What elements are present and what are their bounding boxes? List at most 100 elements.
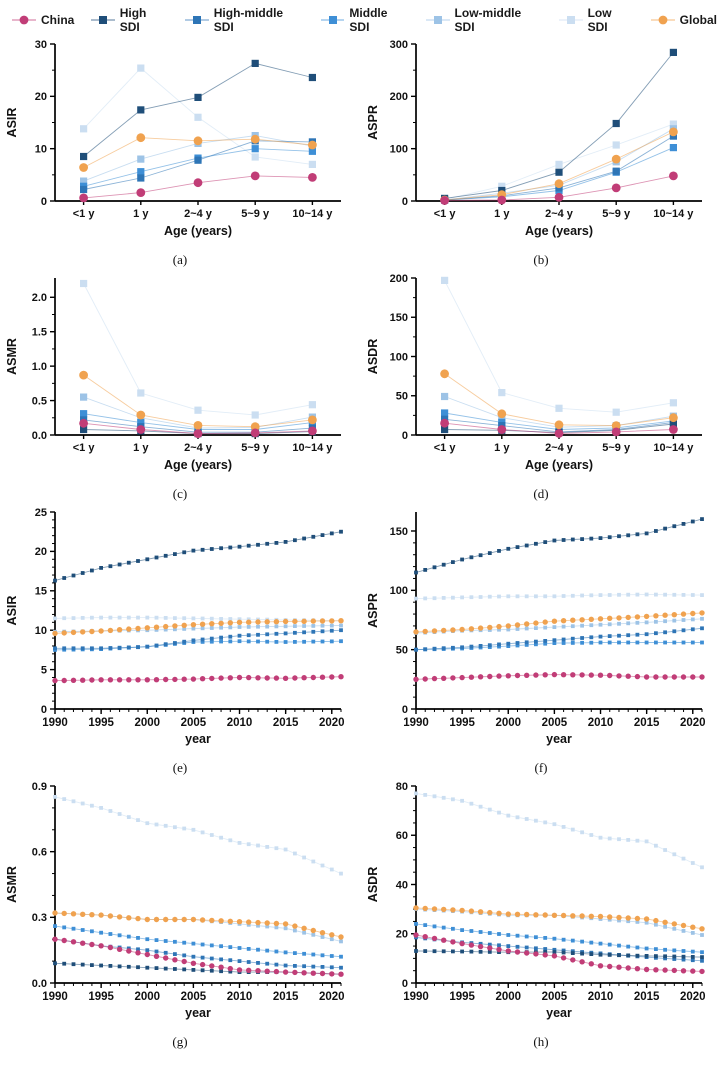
svg-text:Age (years): Age (years) <box>164 224 232 238</box>
svg-text:Age (years): Age (years) <box>525 224 593 238</box>
svg-text:year: year <box>185 1006 211 1020</box>
svg-text:2015: 2015 <box>273 991 299 1003</box>
svg-text:2000: 2000 <box>134 991 160 1003</box>
svg-text:10: 10 <box>35 143 47 155</box>
legend-item-china: China <box>12 13 74 27</box>
svg-text:5~9 y: 5~9 y <box>241 208 270 220</box>
svg-text:2005: 2005 <box>542 991 568 1003</box>
svg-text:0.5: 0.5 <box>32 395 47 407</box>
legend-label: Global <box>679 13 717 27</box>
square-marker-icon <box>321 16 345 24</box>
panel-d: 0 50 100 150 200 <1 y 1 y 2~4 y 5~9 y 10~14 y Age … <box>361 268 721 502</box>
svg-text:10~14 y: 10~14 y <box>653 208 694 220</box>
svg-text:2015: 2015 <box>273 717 299 729</box>
svg-text:0.9: 0.9 <box>32 781 47 793</box>
svg-text:20: 20 <box>35 91 47 103</box>
chart-legend: China High SDI High-middle SDI Middle SDI Lo… <box>0 0 721 34</box>
panel-a-chart: 0 10 20 30 <1 y 1 y 2~4 y 5~9 y 10~14 y Age (year… <box>5 39 341 238</box>
panel-f-caption: (f) <box>534 760 548 775</box>
svg-text:<1 y: <1 y <box>434 208 457 220</box>
svg-text:5~9 y: 5~9 y <box>602 208 631 220</box>
svg-text:20: 20 <box>35 546 47 558</box>
svg-text:1 y: 1 y <box>133 442 149 454</box>
svg-text:50: 50 <box>396 644 408 656</box>
svg-text:ASDR: ASDR <box>366 339 380 374</box>
svg-text:2005: 2005 <box>542 717 568 729</box>
legend-label: China <box>41 13 75 27</box>
svg-text:2000: 2000 <box>495 717 521 729</box>
svg-text:0: 0 <box>402 196 408 208</box>
svg-text:80: 80 <box>396 781 408 793</box>
svg-text:2020: 2020 <box>680 991 706 1003</box>
svg-text:2010: 2010 <box>227 991 253 1003</box>
svg-text:10~14 y: 10~14 y <box>292 208 333 220</box>
panel-h: 0 20 40 60 80 1990 1995 2000 2005 2010 2015 2020 yea… <box>361 776 721 1050</box>
svg-text:150: 150 <box>390 312 408 324</box>
legend-label: Low-middle SDI <box>454 6 522 34</box>
svg-text:25: 25 <box>35 507 47 519</box>
svg-text:2005: 2005 <box>181 991 207 1003</box>
svg-text:20: 20 <box>396 929 408 941</box>
svg-text:100: 100 <box>390 143 408 155</box>
svg-text:<1 y: <1 y <box>434 442 457 454</box>
svg-text:0.0: 0.0 <box>32 430 47 442</box>
svg-text:Age (years): Age (years) <box>164 458 232 472</box>
panel-g-chart: 0.0 0.3 0.6 0.9 1990 1995 2000 2005 2010 2015 2020… <box>5 781 345 1020</box>
panel-h-chart: 0 20 40 60 80 1990 1995 2000 2005 2010 2015 2020 yea… <box>366 781 706 1020</box>
legend-item-low-middle-sdi: Low-middle SDI <box>426 6 542 34</box>
svg-text:ASDR: ASDR <box>366 867 380 902</box>
svg-text:year: year <box>546 732 572 746</box>
svg-text:1995: 1995 <box>449 991 475 1003</box>
svg-text:0.3: 0.3 <box>32 912 47 924</box>
svg-text:2015: 2015 <box>634 717 660 729</box>
svg-text:0: 0 <box>402 978 408 990</box>
panel-e: 0 5 10 15 20 25 1990 1995 2000 2005 2010 2015 2020 ye… <box>0 502 360 776</box>
svg-text:ASPR: ASPR <box>366 593 380 628</box>
square-marker-icon <box>91 16 115 24</box>
svg-text:0: 0 <box>41 196 47 208</box>
svg-text:300: 300 <box>390 39 408 51</box>
svg-text:2~4 y: 2~4 y <box>545 442 574 454</box>
svg-text:1990: 1990 <box>42 717 68 729</box>
legend-item-global: Global <box>650 13 717 27</box>
svg-text:200: 200 <box>390 91 408 103</box>
square-marker-icon <box>559 16 583 24</box>
panel-c-chart: 0.0 0.5 1.0 1.5 2.0 <1 y 1 y 2~4 y 5~9 y 10~14 y A… <box>5 278 341 472</box>
svg-text:0: 0 <box>402 704 408 716</box>
panel-g-caption: (g) <box>172 1034 188 1049</box>
svg-text:1995: 1995 <box>449 717 475 729</box>
svg-text:ASMR: ASMR <box>5 866 19 903</box>
panel-e-chart: 0 5 10 15 20 25 1990 1995 2000 2005 2010 2015 2020 ye… <box>5 507 345 746</box>
svg-text:1995: 1995 <box>88 717 114 729</box>
legend-item-high-sdi: High SDI <box>91 6 168 34</box>
svg-text:2010: 2010 <box>227 717 253 729</box>
svg-text:200: 200 <box>390 273 408 285</box>
svg-text:2~4 y: 2~4 y <box>184 442 213 454</box>
svg-text:5~9 y: 5~9 y <box>241 442 270 454</box>
svg-text:1990: 1990 <box>42 991 68 1003</box>
svg-text:1 y: 1 y <box>133 208 149 220</box>
svg-text:2020: 2020 <box>319 717 345 729</box>
panel-b-chart: 0 100 200 300 <1 y 1 y 2~4 y 5~9 y 10~14 y Age (y… <box>366 39 702 238</box>
square-marker-icon <box>426 16 450 24</box>
svg-text:2020: 2020 <box>319 991 345 1003</box>
panels-grid: 0 10 20 30 <1 y 1 y 2~4 y 5~9 y 10~14 y Age (year… <box>0 34 721 1050</box>
svg-text:year: year <box>546 1006 572 1020</box>
svg-text:150: 150 <box>390 526 408 538</box>
panel-f: 0 50 100 150 1990 1995 2000 2005 2010 2015 2020 yea… <box>361 502 721 776</box>
panel-g: 0.0 0.3 0.6 0.9 1990 1995 2000 2005 2010 2015 2020… <box>0 776 360 1050</box>
legend-label: High-middle SDI <box>213 6 284 34</box>
svg-text:2000: 2000 <box>134 717 160 729</box>
svg-text:100: 100 <box>390 351 408 363</box>
svg-text:ASPR: ASPR <box>366 105 380 140</box>
panel-d-caption: (d) <box>533 486 549 501</box>
svg-text:0.6: 0.6 <box>32 846 47 858</box>
panel-f-chart: 0 50 100 150 1990 1995 2000 2005 2010 2015 2020 yea… <box>366 512 706 746</box>
square-marker-icon <box>185 16 209 24</box>
svg-text:2005: 2005 <box>181 717 207 729</box>
svg-text:1 y: 1 y <box>494 208 510 220</box>
svg-text:2~4 y: 2~4 y <box>545 208 574 220</box>
panel-d-chart: 0 50 100 150 200 <1 y 1 y 2~4 y 5~9 y 10~14 y Age … <box>366 273 702 472</box>
svg-text:10~14 y: 10~14 y <box>292 442 333 454</box>
